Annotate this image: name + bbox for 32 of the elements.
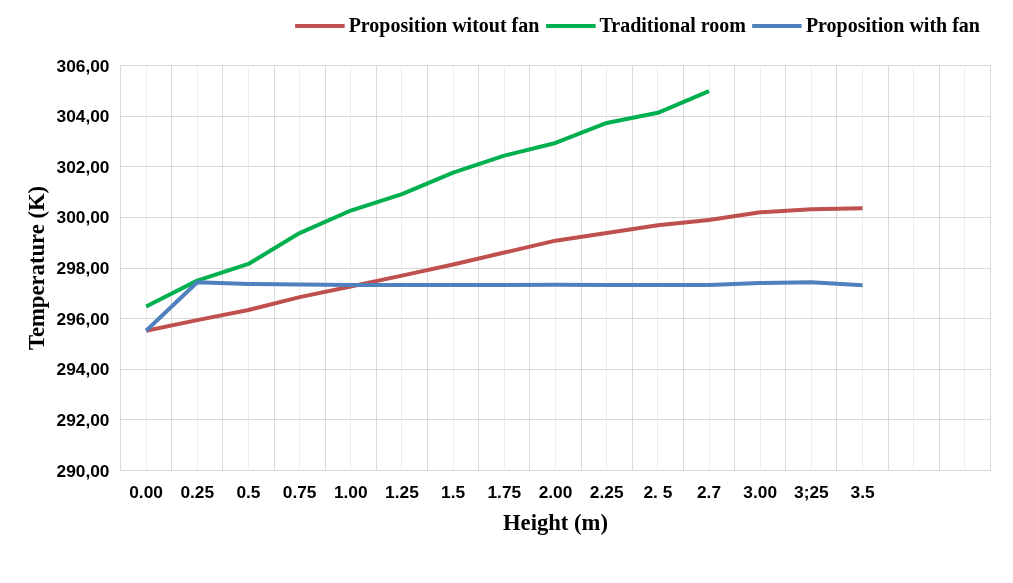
x-tick-label: 1.75 — [487, 481, 522, 502]
x-tick-label: 0.5 — [236, 481, 261, 502]
x-tick-label: 3;25 — [794, 481, 830, 502]
line-series — [144, 280, 865, 333]
y-tick-label: 296,00 — [56, 308, 110, 329]
x-tick-label: 3.5 — [850, 481, 875, 502]
x-tick-label: 0.00 — [129, 481, 163, 502]
line-series — [144, 89, 712, 309]
legend-label: Proposition witout fan — [348, 13, 540, 37]
x-tick-label: 3.00 — [743, 481, 778, 502]
y-tick-label: 290,00 — [56, 460, 110, 481]
legend-label: Traditional room — [599, 13, 746, 37]
x-tick-label: 2. 5 — [643, 481, 673, 502]
x-tick-label: 0.75 — [282, 481, 317, 502]
line-series — [144, 206, 865, 333]
x-tick-label: 1.25 — [385, 481, 420, 502]
x-tick-label: 2.00 — [538, 481, 573, 502]
y-tick-label: 298,00 — [56, 258, 110, 278]
x-tick-label: 2.7 — [696, 481, 722, 502]
x-tick-label: 2.25 — [589, 481, 624, 502]
x-tick-label: 1.5 — [441, 481, 466, 502]
y-axis-title: Temperature (K) — [23, 185, 49, 351]
x-tick-label: 1.00 — [333, 481, 368, 502]
y-tick-label: 300,00 — [56, 207, 110, 228]
x-tick-label: 0.25 — [180, 481, 215, 502]
legend-label: Proposition with fan — [805, 13, 980, 37]
y-tick-label: 306,00 — [56, 55, 110, 76]
x-axis-title: Height (m) — [502, 509, 609, 535]
y-tick-label: 294,00 — [56, 359, 110, 380]
y-tick-label: 302,00 — [56, 156, 110, 177]
y-tick-label: 292,00 — [56, 409, 110, 430]
y-tick-label: 304,00 — [56, 106, 110, 127]
